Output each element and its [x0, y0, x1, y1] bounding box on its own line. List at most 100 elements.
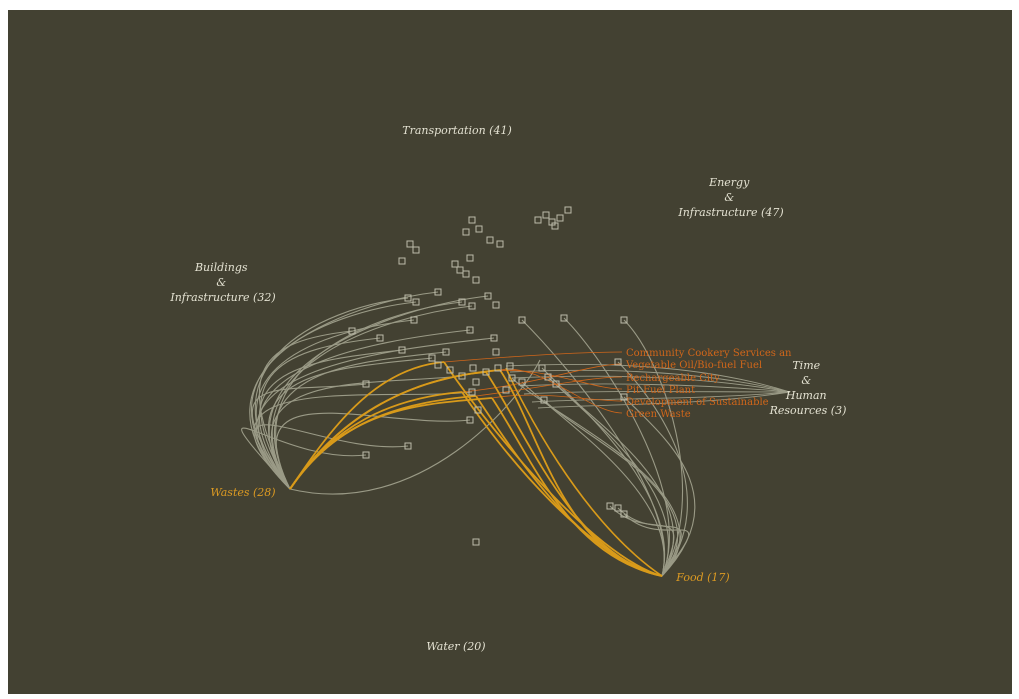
project-node[interactable] [376, 334, 384, 342]
project-node[interactable] [434, 288, 442, 296]
project-node[interactable] [466, 416, 474, 424]
project-node[interactable] [468, 216, 476, 224]
project-connector [443, 351, 623, 363]
project-label[interactable]: Development of Sustainable [626, 397, 769, 408]
project-node[interactable] [456, 266, 464, 274]
project-label[interactable]: Community Cookery Services an [626, 348, 792, 359]
project-node[interactable] [404, 442, 412, 450]
project-node[interactable] [474, 406, 482, 414]
network-link [511, 375, 791, 393]
category-label-transportation[interactable]: Transportation (41) [402, 124, 512, 137]
project-node[interactable] [472, 378, 480, 386]
project-node[interactable] [490, 334, 498, 342]
project-label[interactable]: Vegetable Oil/Bio-fuel Fuel [625, 360, 762, 371]
project-node[interactable] [518, 316, 526, 324]
project-node[interactable] [486, 236, 494, 244]
project-node[interactable] [442, 348, 450, 356]
project-node[interactable] [362, 380, 370, 388]
project-node[interactable] [620, 393, 628, 401]
project-node[interactable] [410, 316, 418, 324]
project-connector [461, 363, 623, 393]
project-node[interactable] [502, 386, 510, 394]
project-label[interactable]: Rechargeable City [626, 373, 720, 384]
project-node[interactable] [544, 373, 552, 381]
highlighted-project-label-group: Community Cookery Services an Vegetable … [625, 348, 792, 420]
project-node[interactable] [614, 504, 622, 512]
project-node[interactable] [606, 502, 614, 510]
network-link [623, 319, 683, 577]
category-label-buildings[interactable]: Buildings & Infrastructure (32) [169, 261, 275, 304]
project-node[interactable] [538, 364, 546, 372]
project-node[interactable] [466, 326, 474, 334]
project-connector [499, 368, 623, 414]
project-node[interactable] [496, 240, 504, 248]
project-node[interactable] [451, 260, 459, 268]
project-label[interactable]: Green Waste [626, 409, 691, 420]
project-node[interactable] [398, 257, 406, 265]
category-label-buildings-line: Buildings [194, 261, 248, 274]
project-node[interactable] [446, 366, 454, 374]
project-node[interactable] [412, 246, 420, 254]
project-node[interactable] [462, 228, 470, 236]
project-connector [491, 394, 623, 402]
category-label-energy-line: & [724, 191, 734, 204]
project-node[interactable] [428, 354, 436, 362]
project-node[interactable] [551, 222, 559, 230]
project-node[interactable] [469, 364, 477, 372]
project-node[interactable] [620, 316, 628, 324]
network-link [275, 412, 471, 490]
project-node[interactable] [468, 302, 476, 310]
category-label-water[interactable]: Water (20) [426, 640, 485, 653]
category-label-time[interactable]: Time & Human Resources (3) [769, 359, 847, 417]
project-node[interactable] [398, 346, 406, 354]
category-label-wastes[interactable]: Wastes (28) [210, 486, 275, 499]
project-node[interactable] [348, 327, 356, 335]
network-link [258, 349, 403, 490]
project-node[interactable] [468, 388, 476, 396]
project-node[interactable] [466, 254, 474, 262]
project-node[interactable] [614, 358, 622, 366]
category-label-group: Transportation (41) Energy & Infrastruct… [169, 124, 846, 653]
project-node[interactable] [472, 276, 480, 284]
category-label-buildings-line: & [216, 276, 226, 289]
project-node[interactable] [552, 380, 560, 388]
network-link [289, 359, 541, 495]
project-node[interactable] [406, 240, 414, 248]
project-node[interactable] [564, 206, 572, 214]
project-node[interactable] [494, 364, 502, 372]
network-link [271, 375, 463, 490]
project-node[interactable] [506, 362, 514, 370]
project-node[interactable] [434, 361, 442, 369]
project-node[interactable] [542, 211, 550, 219]
category-label-energy-line: Infrastructure (47) [677, 206, 783, 219]
category-label-energy-line: Energy [708, 176, 750, 189]
category-label-food[interactable]: Food (17) [675, 571, 729, 584]
project-node[interactable] [484, 292, 492, 300]
project-node[interactable] [492, 301, 500, 309]
project-node[interactable] [475, 225, 483, 233]
project-node[interactable] [540, 396, 548, 404]
project-node[interactable] [556, 214, 564, 222]
project-node[interactable] [362, 451, 370, 459]
project-node[interactable] [462, 270, 470, 278]
project-node[interactable] [620, 510, 628, 518]
network-link [258, 329, 471, 490]
project-node[interactable] [482, 368, 490, 376]
network-link [267, 357, 433, 490]
project-node[interactable] [534, 216, 542, 224]
category-label-time-line: Resources (3) [769, 404, 847, 417]
project-label[interactable]: Pit Fuel Plant [626, 385, 695, 396]
category-label-energy[interactable]: Energy & Infrastructure (47) [677, 176, 783, 219]
category-label-time-line: Human [785, 389, 827, 402]
project-node[interactable] [458, 298, 466, 306]
project-node[interactable] [412, 298, 420, 306]
category-label-buildings-line: Infrastructure (32) [169, 291, 275, 304]
project-node[interactable] [458, 372, 466, 380]
project-node[interactable] [404, 294, 412, 302]
network-link [251, 383, 367, 490]
project-node[interactable] [472, 538, 480, 546]
project-node[interactable] [518, 378, 526, 386]
project-node[interactable] [492, 348, 500, 356]
project-node[interactable] [508, 374, 516, 382]
project-node[interactable] [560, 314, 568, 322]
